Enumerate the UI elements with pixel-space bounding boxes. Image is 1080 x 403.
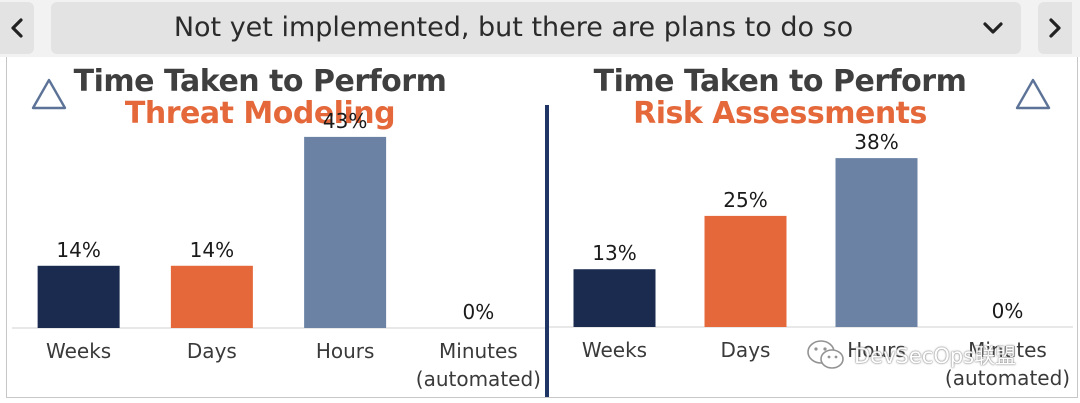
category-label: Weeks	[582, 338, 647, 362]
watermark: DevSecOps联盟	[806, 335, 1016, 375]
next-button[interactable]	[1038, 2, 1072, 54]
bar-weeks	[573, 269, 656, 327]
dropdown-selected-value: Not yet implemented, but there are plans…	[173, 12, 854, 43]
chevron-right-icon	[1049, 18, 1061, 38]
category-label: (automated)	[945, 366, 1070, 390]
threat-modeling-bar-chart: 14% Weeks 14% Days 43% Hours 0% Minutes (automat…	[12, 109, 545, 391]
value-label: 38%	[854, 130, 898, 154]
category-label: (automated)	[416, 367, 541, 391]
value-label: 14%	[56, 238, 100, 262]
left-chart-title: Time Taken to Perform	[73, 64, 447, 99]
bar-weeks	[37, 265, 120, 328]
category-label: Hours	[847, 338, 906, 362]
right-chart-subtitle: Risk Assessments	[633, 96, 927, 131]
value-label: 14%	[190, 238, 234, 262]
chevron-left-icon	[11, 18, 23, 38]
bar-hours	[304, 136, 387, 328]
charts-panel: Time Taken to Perform Threat Modeling Ti…	[0, 57, 1080, 403]
category-selector-bar: Not yet implemented, but there are plans…	[0, 0, 1080, 57]
watermark-text: DevSecOps联盟	[854, 344, 1017, 368]
value-label: 43%	[323, 109, 367, 133]
category-dropdown[interactable]: Not yet implemented, but there are plans…	[51, 2, 1021, 54]
risk-assessments-bar-chart: 13% Weeks 25% Days 38% Hours 0% Minutes (automat…	[549, 130, 1073, 390]
category-label: Hours	[316, 339, 375, 363]
left-chart-subtitle: Threat Modeling	[124, 96, 396, 131]
value-label: 13%	[592, 241, 636, 265]
previous-button[interactable]	[0, 2, 34, 54]
panel-frame	[6, 57, 1078, 398]
category-label: Days	[187, 339, 237, 363]
chart-divider	[545, 105, 549, 397]
value-label: 25%	[723, 188, 767, 212]
warning-triangle-icon	[1015, 78, 1051, 110]
category-label: Days	[721, 338, 771, 362]
wechat-icon	[807, 340, 844, 369]
category-label: Weeks	[46, 339, 111, 363]
chevron-down-icon	[983, 22, 1003, 34]
bar-days	[170, 265, 253, 328]
category-label: Minutes	[439, 339, 518, 363]
warning-triangle-icon	[31, 78, 67, 110]
bar-hours	[835, 158, 918, 327]
value-label: 0%	[463, 300, 495, 324]
category-label: Minutes	[968, 338, 1047, 362]
bar-days	[704, 215, 787, 327]
right-chart-title: Time Taken to Perform	[593, 64, 967, 99]
value-label: 0%	[992, 299, 1024, 323]
